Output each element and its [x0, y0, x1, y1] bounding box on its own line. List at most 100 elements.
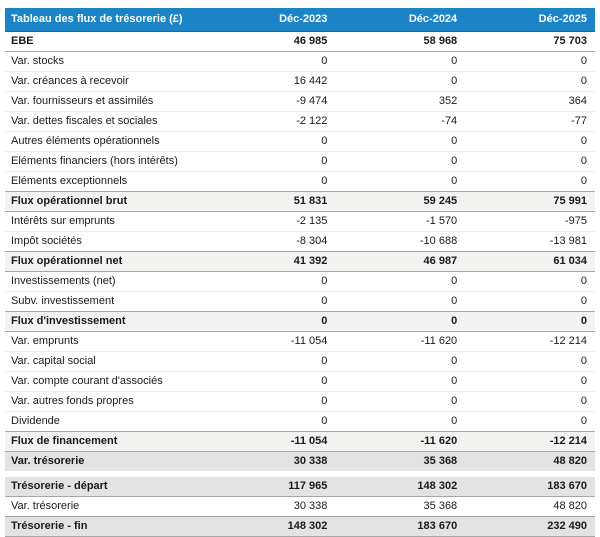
cell-value: 0 [205, 411, 336, 432]
cell-value: 0 [205, 51, 336, 72]
cell-value: -13 981 [465, 231, 595, 252]
cell-value: 0 [205, 371, 336, 392]
cell-value: 0 [465, 411, 595, 432]
cell-value: 30 338 [205, 451, 336, 471]
row-label: EBE [11, 35, 34, 47]
table-row: Var. trésorerie 30 338 35 368 48 820 [5, 451, 595, 471]
row-label: Var. emprunts [5, 331, 206, 352]
cell-value: 58 968 [423, 35, 458, 47]
cell-value: 46 987 [335, 251, 466, 272]
cash-flow-table: Tableau des flux de trésorerie (£) Déc-2… [5, 8, 595, 537]
cell-value: 232 490 [465, 516, 595, 537]
cell-value: -1 570 [335, 211, 466, 232]
cell-value: -975 [465, 211, 595, 232]
row-label: Var. trésorerie [5, 451, 206, 471]
cell-value: 35 368 [335, 496, 466, 517]
cell-value: 30 338 [205, 496, 336, 517]
row-label: Dividende [5, 411, 206, 432]
cell-value: 0 [335, 391, 466, 412]
cell-value: 0 [465, 311, 595, 332]
cell-value: 117 965 [205, 477, 336, 497]
table-row: Intérêts sur emprunts -2 135 -1 570 -975 [5, 211, 595, 232]
cell-value: -8 304 [205, 231, 336, 252]
cell-value: -2 122 [205, 111, 336, 132]
cell-value: 48 820 [465, 451, 595, 471]
column-header-dec-2024: Déc-2024 [335, 8, 466, 32]
table-row: EBE 46 985 58 968 75 703 [5, 32, 595, 52]
cell-value: -77 [465, 111, 595, 132]
cell-value: 0 [335, 291, 466, 312]
cell-value: -74 [335, 111, 466, 132]
cell-value: -11 620 [335, 431, 466, 452]
cell-value: 0 [335, 131, 466, 152]
cell-value: 59 245 [335, 191, 466, 212]
cell-value: -10 688 [335, 231, 466, 252]
table-row: Eléments financiers (hors intérêts) 0 0 0 [5, 151, 595, 172]
cell-value: 148 302 [335, 477, 466, 497]
row-label: Investissements (net) [5, 271, 206, 292]
row-label: Flux de financement [5, 431, 206, 452]
row-label: Subv. investissement [5, 291, 206, 312]
cell-value: 61 034 [465, 251, 595, 272]
table-row: Var. compte courant d'associés 0 0 0 [5, 371, 595, 392]
cell-value: 0 [465, 131, 595, 152]
table-row: Trésorerie - fin 148 302 183 670 232 490 [5, 516, 595, 537]
table-body-flux: EBE 46 985 58 968 75 703 Var. stocks 0 0 0 Var. … [5, 32, 595, 471]
cell-value: 0 [205, 131, 336, 152]
cell-value: 0 [205, 351, 336, 372]
table-title: Tableau des flux de trésorerie (£) [5, 8, 206, 32]
row-label: Trésorerie - fin [5, 516, 206, 537]
cell-value: 0 [465, 51, 595, 72]
cell-value: -2 135 [205, 211, 336, 232]
cell-value: 35 368 [335, 451, 466, 471]
cell-value: 0 [465, 271, 595, 292]
table-row: Var. dettes fiscales et sociales -2 122 -7… [5, 111, 595, 132]
cell-value: -9 474 [205, 91, 336, 112]
row-label: Var. capital social [5, 351, 206, 372]
cell-value: -11 054 [205, 431, 336, 452]
cell-value: 0 [205, 291, 336, 312]
table-row: Flux opérationnel net 41 392 46 987 61 034 [5, 251, 595, 272]
cell-value: 0 [465, 151, 595, 172]
table-row: Autres éléments opérationnels 0 0 0 [5, 131, 595, 152]
cell-value: 0 [205, 271, 336, 292]
cash-flow-table-container: Tableau des flux de trésorerie (£) Déc-2… [5, 8, 595, 537]
cell-value: -12 214 [465, 331, 595, 352]
cell-value: 0 [465, 351, 595, 372]
cell-value: 0 [335, 311, 466, 332]
row-label: Eléments financiers (hors intérêts) [5, 151, 206, 172]
table-row: Dividende 0 0 0 [5, 411, 595, 432]
cell-value: 364 [465, 91, 595, 112]
cell-value: 0 [465, 171, 595, 192]
row-label: Intérêts sur emprunts [5, 211, 206, 232]
table-row: Trésorerie - départ 117 965 148 302 183 670 [5, 477, 595, 497]
table-row: Impôt sociétés -8 304 -10 688 -13 981 [5, 231, 595, 252]
cell-value: 183 670 [465, 477, 595, 497]
column-header-dec-2023: Déc-2023 [205, 8, 336, 32]
row-label: Flux opérationnel brut [5, 191, 206, 212]
cell-value: 0 [465, 291, 595, 312]
cell-value: 75 991 [465, 191, 595, 212]
cell-value: 148 302 [205, 516, 336, 537]
row-label: Var. créances à recevoir [5, 71, 206, 92]
table-row: Investissements (net) 0 0 0 [5, 271, 595, 292]
table-row: Flux opérationnel brut 51 831 59 245 75 991 [5, 191, 595, 212]
cell-value: 0 [335, 71, 466, 92]
row-label: Var. trésorerie [5, 496, 206, 517]
cell-value: 75 703 [553, 35, 587, 47]
cell-value: 0 [335, 351, 466, 372]
cell-value: 51 831 [205, 191, 336, 212]
cell-value: 0 [465, 371, 595, 392]
table-body-tresorerie: Trésorerie - départ 117 965 148 302 183 670… [5, 477, 595, 537]
cell-value: 183 670 [335, 516, 466, 537]
cell-value: 0 [465, 391, 595, 412]
row-label: Var. stocks [5, 51, 206, 72]
cell-value: -12 214 [465, 431, 595, 452]
cell-value: 0 [335, 51, 466, 72]
cell-value: -11 620 [335, 331, 466, 352]
table-row: Var. stocks 0 0 0 [5, 51, 595, 72]
table-row: Var. capital social 0 0 0 [5, 351, 595, 372]
cell-value: 352 [335, 91, 466, 112]
table-row: Flux d'investissement 0 0 0 [5, 311, 595, 332]
row-label: Flux d'investissement [5, 311, 206, 332]
